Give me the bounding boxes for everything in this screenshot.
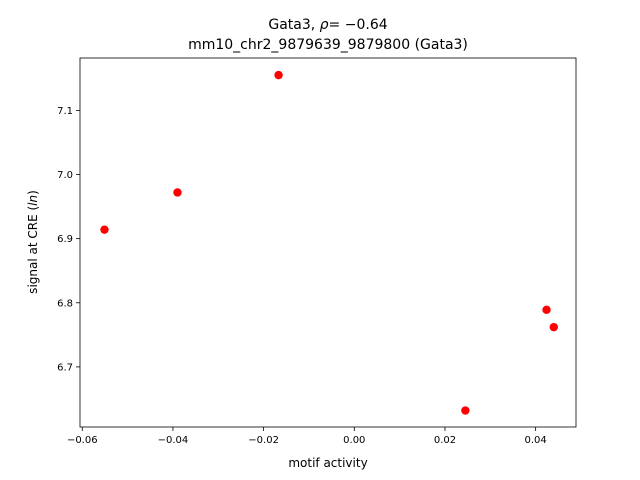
data-point	[274, 70, 283, 80]
data-point	[549, 322, 558, 332]
title-prefix: Gata3,	[268, 17, 319, 33]
x-axis-label: motif activity	[288, 456, 367, 470]
x-tick-label: 0.04	[525, 435, 547, 446]
y-label-prefix: signal at CRE (	[26, 206, 40, 294]
chart-title-line1: Gata3, ρ= −0.64	[268, 17, 387, 33]
y-tick-label: 6.8	[57, 298, 73, 309]
y-tick-label: 7.1	[57, 106, 73, 117]
y-label-italic: ln	[26, 195, 40, 206]
y-tick-label: 6.9	[57, 234, 73, 245]
y-axis-label: signal at CRE (ln)	[26, 190, 40, 294]
chart-title-line2: mm10_chr2_9879639_9879800 (Gata3)	[188, 37, 468, 53]
y-label-suffix: )	[26, 190, 40, 195]
x-tick-label: 0.02	[434, 435, 456, 446]
x-axis: −0.06 −0.04 −0.02 0.00 0.02 0.04	[67, 427, 547, 446]
x-tick-label: −0.02	[248, 435, 279, 446]
y-tick-label: 6.7	[57, 362, 73, 373]
data-points	[100, 70, 558, 415]
data-point	[100, 225, 109, 234]
x-tick-label: −0.04	[158, 435, 189, 446]
plot-frame	[79, 57, 577, 428]
title-suffix: = −0.64	[329, 17, 388, 33]
y-tick-label: 7.0	[57, 170, 73, 181]
data-point	[173, 188, 182, 197]
x-tick-label: −0.06	[67, 435, 98, 446]
title-rho: ρ	[320, 17, 329, 33]
x-tick-label: 0.00	[343, 435, 365, 446]
y-axis: 6.7 6.8 6.9 7.0 7.1	[57, 106, 80, 373]
data-point	[542, 305, 551, 315]
data-point	[461, 406, 470, 415]
plot-area	[79, 57, 577, 428]
